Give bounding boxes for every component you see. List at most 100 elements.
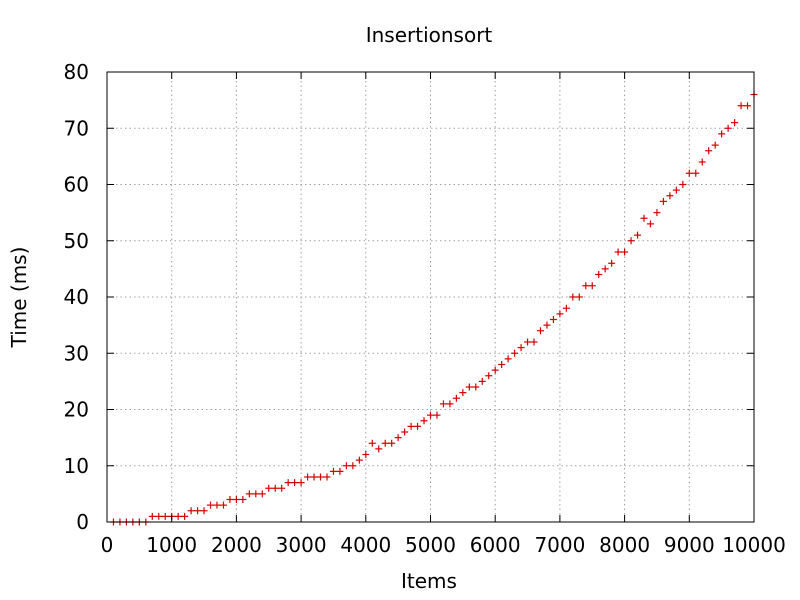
data-point <box>252 490 260 498</box>
y-tick-label: 40 <box>64 285 89 309</box>
data-point <box>181 512 189 520</box>
data-point <box>414 422 422 430</box>
data-point <box>601 265 609 273</box>
data-point <box>666 192 674 200</box>
x-tick-label: 4000 <box>340 533 391 557</box>
data-point <box>304 473 312 481</box>
data-point <box>245 490 253 498</box>
data-point <box>200 507 208 515</box>
data-point <box>634 231 642 239</box>
data-point <box>672 186 680 194</box>
grid <box>107 72 754 522</box>
data-point <box>517 344 525 352</box>
data-point <box>543 321 551 329</box>
data-point <box>433 411 441 419</box>
data-point <box>323 473 331 481</box>
data-point <box>349 462 357 470</box>
data-point <box>718 130 726 138</box>
data-point <box>187 507 195 515</box>
data-point <box>614 248 622 256</box>
data-point <box>705 147 713 155</box>
data-point <box>213 501 221 509</box>
y-tick-label: 30 <box>64 341 89 365</box>
data-point <box>174 512 182 520</box>
data-point <box>478 377 486 385</box>
data-point <box>317 473 325 481</box>
data-point <box>575 293 583 301</box>
x-tick-label: 0 <box>101 533 114 557</box>
x-tick-label: 5000 <box>405 533 456 557</box>
data-point <box>659 197 667 205</box>
y-tick-label: 80 <box>64 60 89 84</box>
data-point <box>452 394 460 402</box>
data-point <box>646 220 654 228</box>
data-point <box>355 456 363 464</box>
data-point <box>504 355 512 363</box>
data-point <box>536 327 544 335</box>
data-point <box>375 445 383 453</box>
data-point <box>219 501 227 509</box>
data-point <box>562 304 570 312</box>
data-point <box>653 209 661 217</box>
y-tick-label: 70 <box>64 116 89 140</box>
data-point <box>737 102 745 110</box>
y-tick-label: 0 <box>76 510 89 534</box>
data-point <box>685 169 693 177</box>
data-point <box>524 338 532 346</box>
data-point <box>239 496 247 503</box>
x-tick-label: 2000 <box>211 533 262 557</box>
axis-ticks <box>106 71 755 523</box>
data-point <box>271 484 279 492</box>
data-point <box>698 158 706 166</box>
x-tick-label: 10000 <box>722 533 786 557</box>
data-point <box>278 484 286 492</box>
data-point <box>310 473 318 481</box>
data-point <box>724 124 732 132</box>
y-tick-label: 60 <box>64 173 89 197</box>
x-tick-labels: 0 1000 2000 3000 4000 5000 6000 7000 8000 9000 100… <box>101 533 786 557</box>
data-point <box>368 439 376 447</box>
data-point <box>148 512 156 520</box>
data-point <box>329 467 337 475</box>
data-point <box>291 479 299 487</box>
y-tick-label: 10 <box>64 454 89 478</box>
data-point <box>679 181 687 188</box>
data-point <box>427 411 434 419</box>
data-point <box>498 361 506 368</box>
data-point <box>549 316 557 323</box>
data-point <box>640 214 648 222</box>
x-tick-label: 9000 <box>664 533 715 557</box>
y-axis-label: Time (ms) <box>7 247 31 349</box>
data-point <box>194 507 202 515</box>
x-tick-label: 1000 <box>146 533 197 557</box>
data-point <box>161 512 169 520</box>
data-point <box>530 338 538 346</box>
data-point <box>588 282 596 290</box>
data-point <box>394 434 402 442</box>
data-point <box>388 439 396 447</box>
data-point <box>621 248 629 256</box>
data-point <box>731 119 739 127</box>
data-point <box>401 428 409 436</box>
y-tick-label: 50 <box>64 229 89 253</box>
data-point <box>459 389 467 397</box>
data-point <box>711 141 719 149</box>
x-tick-label: 6000 <box>470 533 521 557</box>
data-point <box>232 496 240 503</box>
data-point <box>511 349 519 357</box>
x-tick-label: 7000 <box>534 533 585 557</box>
x-axis-label: Items <box>401 569 457 593</box>
data-point <box>608 259 616 267</box>
data-point <box>342 462 350 470</box>
data-point <box>491 366 499 374</box>
chart-title: Insertionsort <box>366 23 493 47</box>
x-tick-label: 8000 <box>599 533 650 557</box>
data-point <box>744 102 752 110</box>
y-tick-labels: 0 10 20 30 40 50 60 70 80 <box>64 60 89 534</box>
data-point <box>569 293 577 301</box>
data-point <box>446 400 454 408</box>
data-point <box>692 169 700 177</box>
data-point <box>381 439 389 447</box>
data-point <box>207 501 215 509</box>
